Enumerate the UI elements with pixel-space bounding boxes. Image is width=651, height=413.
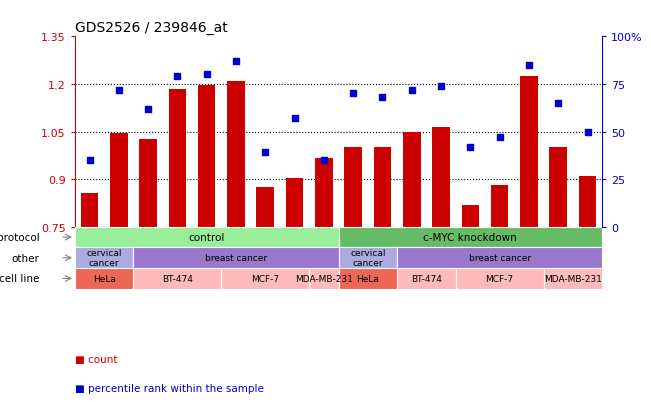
Text: cervical
cancer: cervical cancer	[350, 249, 385, 268]
Point	[553, 100, 564, 107]
Bar	[286, 178, 303, 227]
Point	[406, 87, 417, 94]
Point	[289, 116, 299, 122]
Bar	[339, 227, 602, 248]
Text: cell line: cell line	[0, 274, 40, 284]
Text: ■ percentile rank within the sample: ■ percentile rank within the sample	[75, 383, 264, 393]
Text: cervical
cancer: cervical cancer	[87, 249, 122, 268]
Bar	[75, 227, 339, 248]
Bar	[221, 268, 309, 289]
Text: BT-474: BT-474	[411, 274, 442, 283]
Text: protocol: protocol	[0, 233, 40, 242]
Bar	[75, 248, 133, 268]
Text: MDA-MB-231: MDA-MB-231	[295, 274, 353, 283]
Point	[523, 62, 534, 69]
Bar	[75, 268, 133, 289]
Bar	[403, 132, 421, 227]
Point	[173, 74, 183, 81]
Bar	[397, 268, 456, 289]
Bar	[549, 148, 567, 227]
Bar	[432, 128, 450, 227]
Bar	[110, 134, 128, 227]
Text: BT-474: BT-474	[162, 274, 193, 283]
Text: ■ count: ■ count	[75, 354, 117, 364]
Bar	[397, 248, 602, 268]
Text: GDS2526 / 239846_at: GDS2526 / 239846_at	[75, 21, 228, 35]
Bar	[344, 148, 362, 227]
Bar	[520, 77, 538, 227]
Bar	[579, 176, 596, 227]
Bar	[339, 268, 397, 289]
Point	[436, 83, 447, 90]
Bar	[133, 268, 221, 289]
Point	[348, 91, 358, 97]
Bar	[491, 186, 508, 227]
Text: breast cancer: breast cancer	[205, 254, 267, 263]
Text: HeLa: HeLa	[356, 274, 380, 283]
Text: other: other	[12, 253, 40, 263]
Text: MCF-7: MCF-7	[251, 274, 279, 283]
Text: c-MYC knockdown: c-MYC knockdown	[423, 233, 518, 242]
Bar	[462, 205, 479, 227]
Point	[231, 59, 242, 65]
Bar	[227, 81, 245, 227]
Text: HeLa: HeLa	[92, 274, 116, 283]
Point	[202, 72, 212, 78]
Bar	[133, 248, 339, 268]
Bar	[315, 159, 333, 227]
Point	[143, 106, 154, 113]
Text: MCF-7: MCF-7	[486, 274, 514, 283]
Text: MDA-MB-231: MDA-MB-231	[544, 274, 602, 283]
Point	[260, 150, 271, 157]
Point	[114, 87, 124, 94]
Bar	[544, 268, 602, 289]
Point	[465, 144, 476, 151]
Point	[85, 157, 95, 164]
Bar	[81, 194, 98, 227]
Bar	[139, 140, 157, 227]
Bar	[198, 86, 215, 227]
Bar	[339, 248, 397, 268]
Point	[583, 129, 593, 135]
Bar	[169, 90, 186, 227]
Point	[319, 157, 329, 164]
Bar	[374, 148, 391, 227]
Bar	[256, 188, 274, 227]
Bar	[456, 268, 544, 289]
Point	[495, 135, 505, 141]
Text: breast cancer: breast cancer	[469, 254, 531, 263]
Bar	[309, 268, 339, 289]
Point	[378, 95, 388, 101]
Text: control: control	[189, 233, 225, 242]
